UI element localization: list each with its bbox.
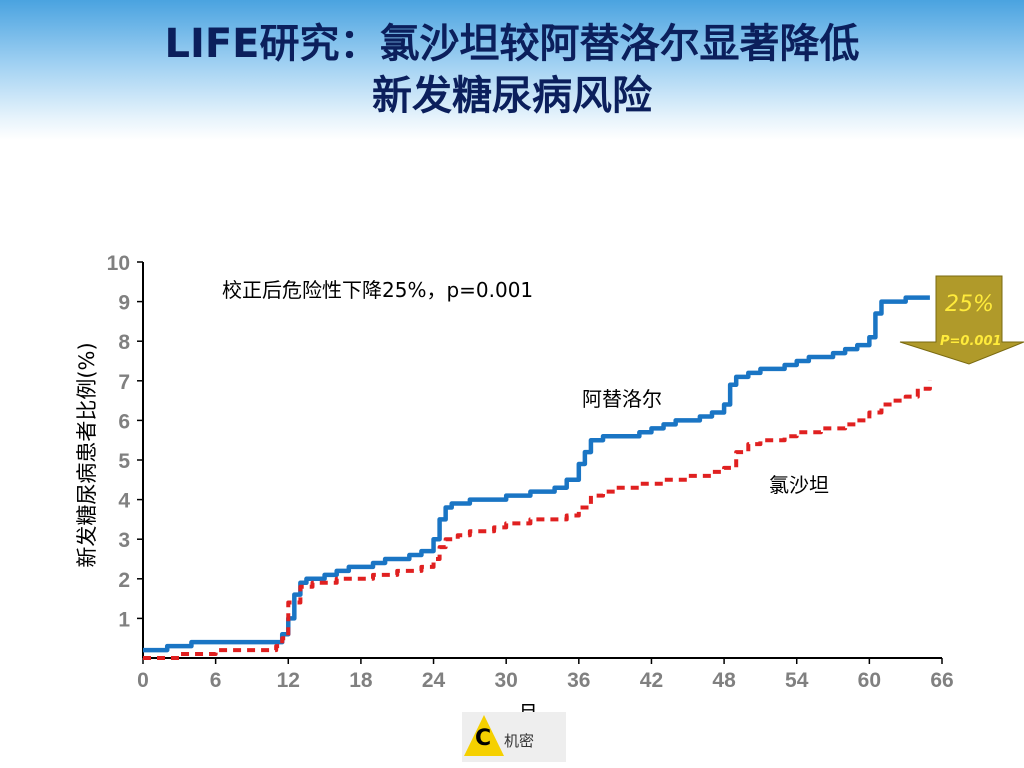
y-tick-label: 7: [118, 371, 130, 394]
x-tick-label: 18: [349, 669, 373, 692]
legend-label-losartan: 氯沙坦: [769, 473, 829, 497]
x-tick-label: 42: [640, 669, 663, 692]
confidential-stamp: C 机密: [462, 712, 566, 762]
annotation-text: 校正后危险性下降25%，p=0.001: [222, 278, 534, 302]
x-tick-label: 0: [137, 669, 149, 692]
series-line-losartan: [143, 380, 932, 660]
x-tick-label: 24: [422, 669, 446, 692]
y-tick-label: 2: [118, 569, 130, 592]
badge-percent: 25%: [945, 292, 994, 317]
x-tick-label: 36: [567, 669, 590, 692]
reduction-badge: [899, 275, 1024, 365]
confidential-letter: C: [475, 726, 492, 751]
y-tick-label: 5: [118, 450, 130, 473]
y-axis-label: 新发糖尿病患者比例(%): [75, 342, 99, 568]
y-tick-label: 3: [118, 529, 130, 552]
y-tick-label: 9: [118, 292, 130, 315]
x-tick-label: 30: [495, 669, 518, 692]
x-tick-label: 6: [210, 669, 222, 692]
badge-pvalue: P=0.001: [940, 334, 1002, 349]
x-tick-label: 66: [930, 669, 953, 692]
page-title: LIFE研究：氯沙坦较阿替洛尔显著降低 新发糖尿病风险: [0, 18, 1024, 122]
title-line-1: LIFE研究：氯沙坦较阿替洛尔显著降低: [164, 21, 860, 67]
legend-label-atenolol: 阿替洛尔: [582, 387, 662, 411]
x-tick-label: 12: [277, 669, 300, 692]
y-tick-label: 6: [118, 410, 130, 433]
x-tick-label: 48: [712, 669, 736, 692]
warning-triangle-icon: [464, 715, 504, 756]
y-tick-label: 1: [118, 608, 130, 631]
header-banner: [0, 0, 1024, 140]
chart-series: [143, 295, 932, 660]
title-line-2: 新发糖尿病风险: [372, 73, 652, 119]
series-line-atenolol: [143, 295, 930, 653]
y-tick-label: 8: [118, 331, 130, 354]
confidential-label: 机密: [504, 732, 535, 750]
y-tick-label: 10: [107, 252, 130, 275]
x-tick-label: 60: [858, 669, 881, 692]
y-tick-label: 4: [118, 490, 130, 513]
x-tick-label: 54: [785, 669, 809, 692]
badge-arrow: [899, 275, 1024, 365]
